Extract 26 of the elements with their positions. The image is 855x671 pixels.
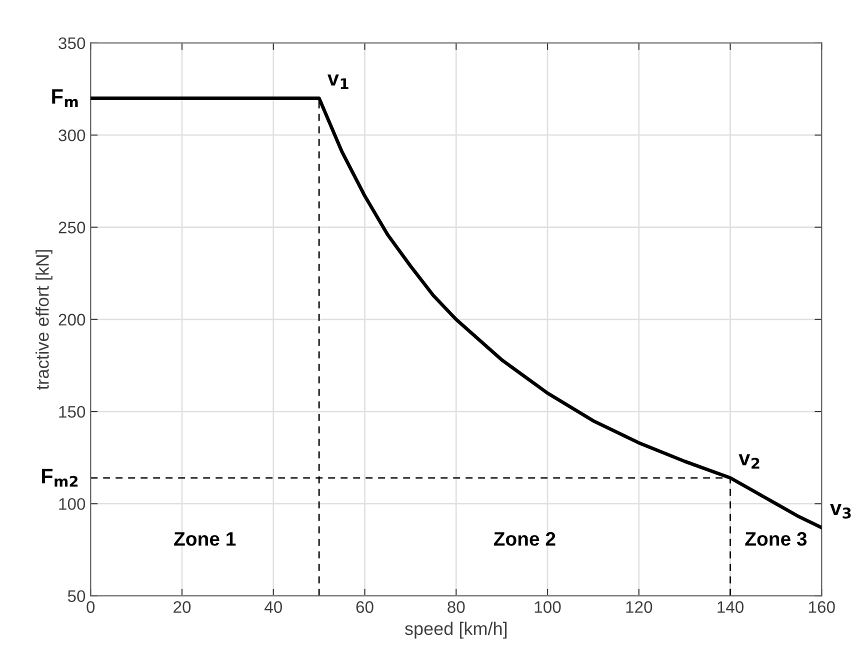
annotation: Zone 1 <box>174 532 236 546</box>
y-tick-label: 250 <box>58 222 86 234</box>
y-axis-title: tractive effort [kN] <box>36 250 52 390</box>
x-tick-label: 80 <box>448 601 465 613</box>
x-tick-label: 0 <box>86 601 95 613</box>
y-tick-label: 50 <box>68 590 86 602</box>
x-tick-label: 140 <box>718 601 744 613</box>
x-axis-title: speed [km/h] <box>404 622 507 639</box>
annotation: v$_{3}$ <box>830 504 851 519</box>
annotation: v$_{1}$ <box>327 74 348 89</box>
y-tick-label: 150 <box>59 406 86 418</box>
annotation: F$_{m}$ <box>52 89 78 107</box>
annotation: F$_{m2}$ <box>42 468 78 487</box>
y-tick-label: 100 <box>59 498 86 510</box>
y-tick-label: 350 <box>58 37 86 50</box>
x-tick-label: 20 <box>174 601 191 613</box>
x-tick-label: 160 <box>809 601 835 613</box>
x-tick-label: 60 <box>356 601 374 613</box>
y-tick-label: 200 <box>58 314 86 326</box>
y-tick-label: 300 <box>58 129 86 142</box>
annotation: Zone 2 <box>494 532 556 546</box>
x-tick-label: 120 <box>626 601 652 613</box>
x-tick-label: 100 <box>534 601 561 613</box>
x-tick-label: 40 <box>264 601 282 613</box>
annotation: Zone 3 <box>745 532 807 546</box>
annotation: v$_{2}$ <box>738 454 760 469</box>
